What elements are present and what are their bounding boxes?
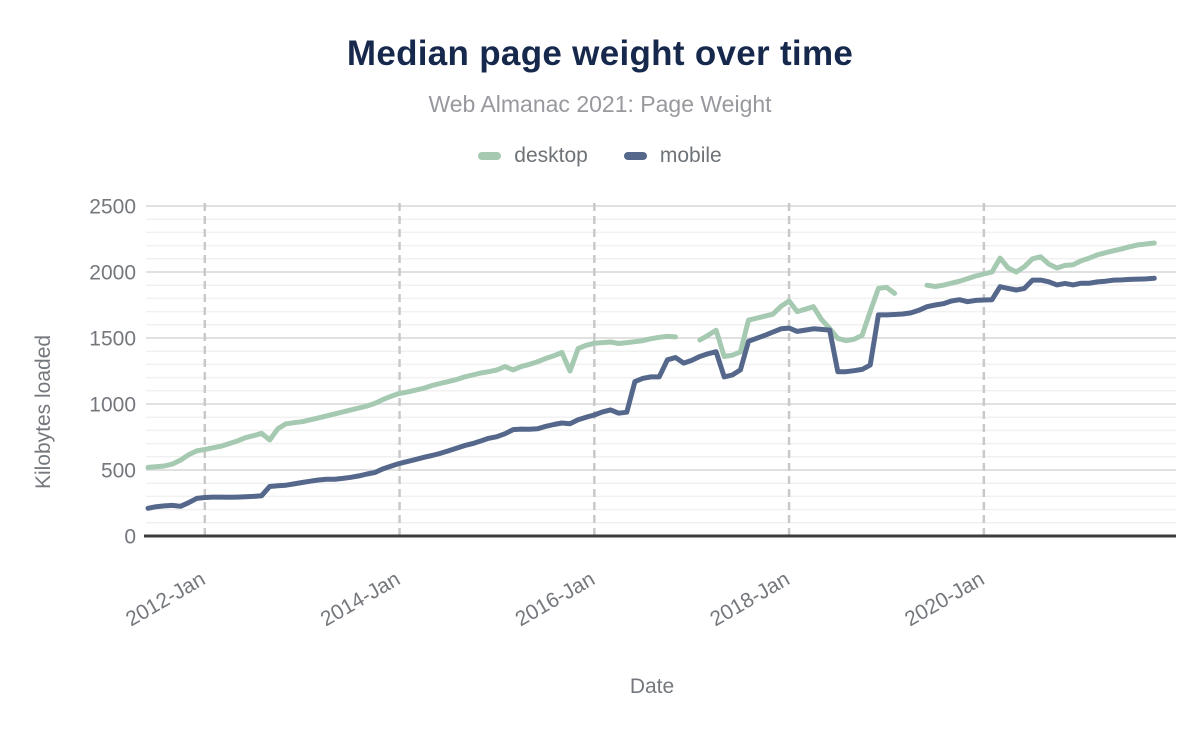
y-axis-tick-labels: 0 500 1000 1500 2000 2500 [89, 196, 136, 549]
x-tick-label: 2014-Jan [317, 567, 404, 631]
horizontal-minor-gridlines [146, 218, 1176, 524]
y-tick-label: 500 [101, 460, 136, 483]
legend-label-mobile: mobile [659, 144, 722, 167]
chart-title: Median page weight over time [346, 34, 854, 73]
y-tick-label: 1500 [89, 328, 136, 351]
x-tick-label: 2018-Jan [706, 567, 793, 631]
x-tick-label: 2020-Jan [901, 567, 988, 631]
x-tick-label: 2016-Jan [511, 567, 598, 631]
x-axis-title: Date [630, 675, 674, 698]
x-tick-label: 2012-Jan [122, 567, 209, 631]
y-tick-label: 2500 [89, 196, 136, 219]
chart-legend: desktop mobile [0, 144, 1200, 168]
legend-item-mobile: mobile [623, 144, 722, 168]
series-lines [145, 240, 1157, 511]
x-axis-tick-labels: 2012-Jan 2014-Jan 2016-Jan 2018-Jan 2020-Jan [122, 567, 988, 631]
y-axis-title: Kilobytes loaded [32, 335, 55, 489]
desktop-line [145, 240, 1157, 470]
y-tick-label: 1000 [89, 394, 136, 417]
vertical-year-gridlines [203, 203, 986, 535]
chart-subtitle: Web Almanac 2021: Page Weight [428, 91, 772, 117]
desktop-series-swatch-icon [478, 152, 502, 160]
legend-item-desktop: desktop [478, 144, 588, 168]
legend-label-desktop: desktop [514, 144, 588, 167]
mobile-line [145, 275, 1157, 511]
y-tick-label: 0 [124, 526, 136, 549]
y-tick-label: 2000 [89, 262, 136, 285]
mobile-series-swatch-icon [623, 152, 647, 160]
